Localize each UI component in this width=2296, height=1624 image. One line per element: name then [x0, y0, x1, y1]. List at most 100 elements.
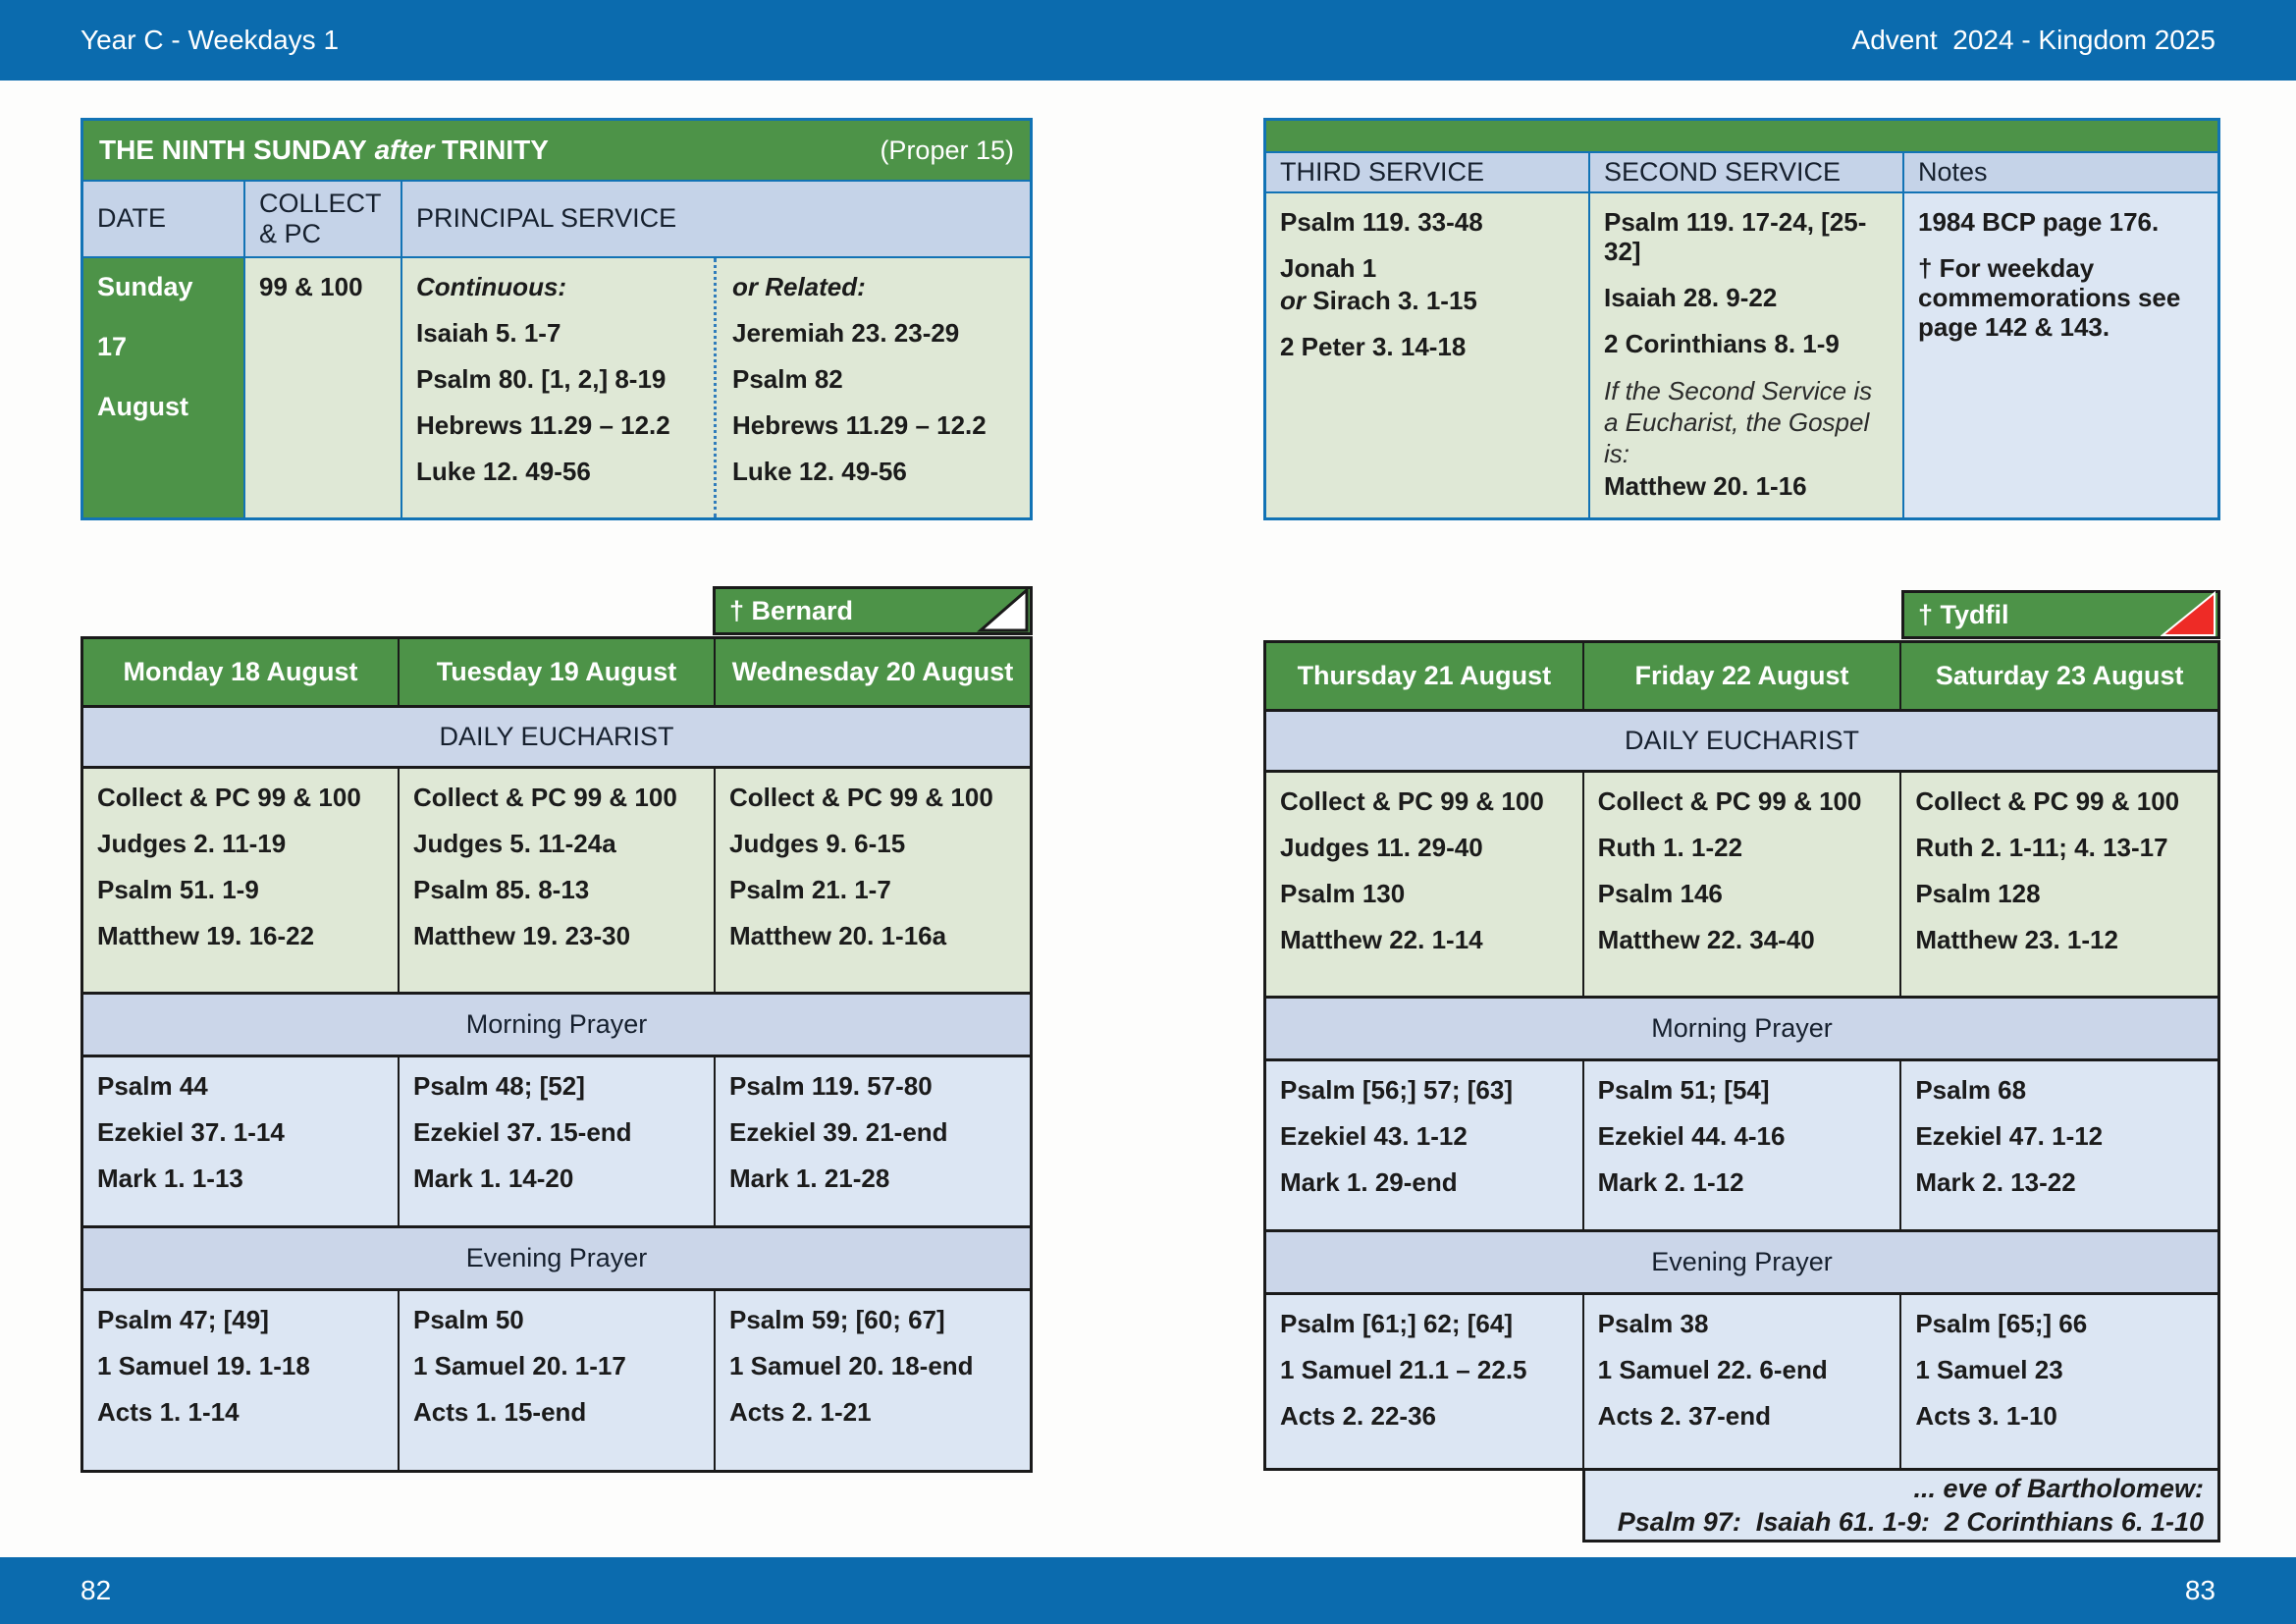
reading-line: Sirach 3. 1-15: [1312, 286, 1477, 315]
reading-line: Psalm 50: [413, 1305, 524, 1334]
date-line: August: [97, 392, 188, 421]
second-service-cell: Psalm 119. 17-24, [25-32] Isaiah 28. 9-2…: [1590, 193, 1904, 517]
morning-prayer-row: Psalm [56;] 57; [63] Ezekiel 43. 1-12 Ma…: [1266, 1061, 2218, 1232]
reading-line: Ezekiel 37. 15-end: [413, 1117, 632, 1147]
reading-line: Luke 12. 49-56: [416, 457, 591, 486]
services-column-headers: THIRD SERVICE SECOND SERVICE Notes: [1266, 152, 2217, 193]
evening-prayer-band: Evening Prayer: [83, 1228, 1030, 1291]
day-header-monday: Monday 18 August: [83, 639, 400, 705]
collect-line1: COLLECT: [259, 188, 382, 218]
reading-line: 1 Samuel 23: [1915, 1355, 2063, 1384]
eucharist-monday-cell: Collect & PC 99 & 100 Judges 2. 11-19 Ps…: [83, 769, 400, 992]
evening-prayer-band: Evening Prayer: [1266, 1232, 2217, 1295]
morning-prayer-band: Morning Prayer: [1266, 999, 2217, 1061]
reading-line: Psalm [61;] 62; [64]: [1280, 1309, 1513, 1338]
bottom-footer-bar: 82 83: [0, 1557, 2296, 1624]
reading-line: Psalm 47; [49]: [97, 1305, 269, 1334]
reading-line: Ezekiel 47. 1-12: [1915, 1121, 2104, 1151]
col-header-collect-pc: COLLECT & PC: [245, 182, 402, 256]
reading-line: Psalm 51; [54]: [1597, 1075, 1770, 1105]
collect-line2: & PC: [259, 219, 322, 248]
reading-line: Acts 2. 1-21: [729, 1397, 872, 1427]
reading-line: Mark 2. 1-12: [1597, 1167, 1744, 1197]
evening-tuesday-cell: Psalm 50 1 Samuel 20. 1-17 Acts 1. 15-en…: [400, 1291, 716, 1470]
notes-cell: 1984 BCP page 176. † For weekday commemo…: [1904, 193, 2217, 517]
continuous-label: Continuous:: [416, 272, 567, 301]
date-line: Sunday: [97, 272, 193, 301]
top-header-bar: Year C - Weekdays 1 Advent 2024 - Kingdo…: [0, 0, 2296, 81]
reading-line: 1 Samuel 19. 1-18: [97, 1351, 310, 1380]
reading-line-or: or Sirach 3. 1-15: [1280, 286, 1575, 315]
reading-line: Collect & PC 99 & 100: [413, 783, 677, 812]
reading-line: Matthew 22. 34-40: [1597, 925, 1815, 954]
reading-line: Psalm 59; [60; 67]: [729, 1305, 945, 1334]
reading-line: 1 Samuel 21.1 – 22.5: [1280, 1355, 1527, 1384]
evening-monday-cell: Psalm 47; [49] 1 Samuel 19. 1-18 Acts 1.…: [83, 1291, 400, 1470]
reading-line: Psalm 119. 33-48: [1280, 207, 1483, 237]
col-header-second-service: SECOND SERVICE: [1590, 152, 1904, 191]
eucharist-readings-row: Collect & PC 99 & 100 Judges 11. 29-40 P…: [1266, 773, 2218, 999]
reading-line: Psalm 80. [1, 2,] 8-19: [416, 364, 667, 394]
reading-line: Isaiah 28. 9-22: [1604, 283, 1778, 312]
reading-line: Jeremiah 23. 23-29: [732, 318, 960, 348]
reading-line: Psalm 38: [1597, 1309, 1709, 1338]
reading-line: Matthew 19. 16-22: [97, 921, 315, 950]
morning-saturday-cell: Psalm 68 Ezekiel 47. 1-12 Mark 2. 13-22: [1901, 1061, 2218, 1229]
eucharist-saturday-cell: Collect & PC 99 & 100 Ruth 2. 1-11; 4. 1…: [1901, 773, 2218, 996]
sunday-principal-cell: Continuous: Isaiah 5. 1-7 Psalm 80. [1, …: [402, 258, 1030, 517]
sunday-title-end: TRINITY: [442, 135, 549, 165]
reading-line: Matthew 22. 1-14: [1280, 925, 1483, 954]
sunday-title-row: THE NINTH SUNDAY after TRINITY (Proper 1…: [83, 121, 1030, 182]
evening-saturday-cell: Psalm [65;] 66 1 Samuel 23 Acts 3. 1-10: [1901, 1295, 2218, 1468]
reading-line: Ruth 2. 1-11; 4. 13-17: [1915, 833, 2168, 862]
notes-line: 1984 BCP page 176.: [1918, 207, 2160, 237]
day-header-friday: Friday 22 August: [1584, 643, 1902, 709]
evening-prayer-row: Psalm [61;] 62; [64] 1 Samuel 21.1 – 22.…: [1266, 1295, 2218, 1468]
reading-line: Acts 2. 22-36: [1280, 1401, 1436, 1431]
evening-friday-cell: Psalm 38 1 Samuel 22. 6-end Acts 2. 37-e…: [1583, 1295, 1902, 1468]
reading-line: Hebrews 11.29 – 12.2: [732, 410, 987, 440]
morning-monday-cell: Psalm 44 Ezekiel 37. 1-14 Mark 1. 1-13: [83, 1057, 400, 1225]
collect-psalms: 99 & 100: [259, 272, 363, 301]
reading-line: Psalm 21. 1-7: [729, 875, 891, 904]
morning-thursday-cell: Psalm [56;] 57; [63] Ezekiel 43. 1-12 Ma…: [1266, 1061, 1584, 1229]
reading-line: Psalm 51. 1-9: [97, 875, 259, 904]
eucharist-thursday-cell: Collect & PC 99 & 100 Judges 11. 29-40 P…: [1266, 773, 1584, 996]
page-number-left: 82: [80, 1575, 112, 1605]
or-word: or: [1280, 286, 1313, 315]
proper-number: (Proper 15): [880, 135, 1014, 165]
date-line: 17: [97, 332, 128, 361]
header-left-text: Year C - Weekdays 1: [80, 25, 340, 55]
reading-line: Hebrews 11.29 – 12.2: [416, 410, 670, 440]
reading-line: 2 Corinthians 8. 1-9: [1604, 329, 1840, 358]
evening-prayer-row: Psalm 47; [49] 1 Samuel 19. 1-18 Acts 1.…: [83, 1291, 1030, 1470]
sunday-other-services-table: THIRD SERVICE SECOND SERVICE Notes Psalm…: [1263, 118, 2220, 520]
reading-line: Psalm 130: [1280, 879, 1406, 908]
reading-line: Judges 2. 11-19: [97, 829, 287, 858]
reading-line: 1 Samuel 22. 6-end: [1597, 1355, 1828, 1384]
day-header-tuesday: Tuesday 19 August: [400, 639, 716, 705]
footnote-line: ... eve of Bartholomew:: [1913, 1474, 2204, 1503]
reading-line: Collect & PC 99 & 100: [97, 783, 361, 812]
reading-line: Luke 12. 49-56: [732, 457, 907, 486]
sunday-column-headers: DATE COLLECT & PC PRINCIPAL SERVICE: [83, 182, 1030, 258]
saint-tag-tydfil: † Tydfil: [1901, 590, 2220, 639]
reading-line: Judges 9. 6-15: [729, 829, 906, 858]
related-label: or Related:: [732, 272, 866, 301]
day-header-row: Monday 18 August Tuesday 19 August Wedne…: [83, 639, 1030, 708]
morning-tuesday-cell: Psalm 48; [52] Ezekiel 37. 15-end Mark 1…: [400, 1057, 716, 1225]
eucharist-gospel-note: If the Second Service is a Eucharist, th…: [1604, 376, 1873, 468]
reading-line: Judges 11. 29-40: [1280, 833, 1483, 862]
day-header-row: Thursday 21 August Friday 22 August Satu…: [1266, 643, 2217, 712]
reading-line: Judges 5. 11-24a: [413, 829, 616, 858]
morning-prayer-row: Psalm 44 Ezekiel 37. 1-14 Mark 1. 1-13 P…: [83, 1057, 1030, 1228]
reading-line: Psalm 128: [1915, 879, 2041, 908]
reading-line: Psalm 119. 17-24, [25-32]: [1604, 207, 1867, 266]
morning-friday-cell: Psalm 51; [54] Ezekiel 44. 4-16 Mark 2. …: [1583, 1061, 1902, 1229]
reading-line: Psalm [65;] 66: [1915, 1309, 2088, 1338]
reading-line: Psalm 48; [52]: [413, 1071, 585, 1101]
evening-wednesday-cell: Psalm 59; [60; 67] 1 Samuel 20. 18-end A…: [716, 1291, 1030, 1470]
sunday-principal-service-table: THE NINTH SUNDAY after TRINITY (Proper 1…: [80, 118, 1033, 520]
reading-line: Ezekiel 39. 21-end: [729, 1117, 948, 1147]
